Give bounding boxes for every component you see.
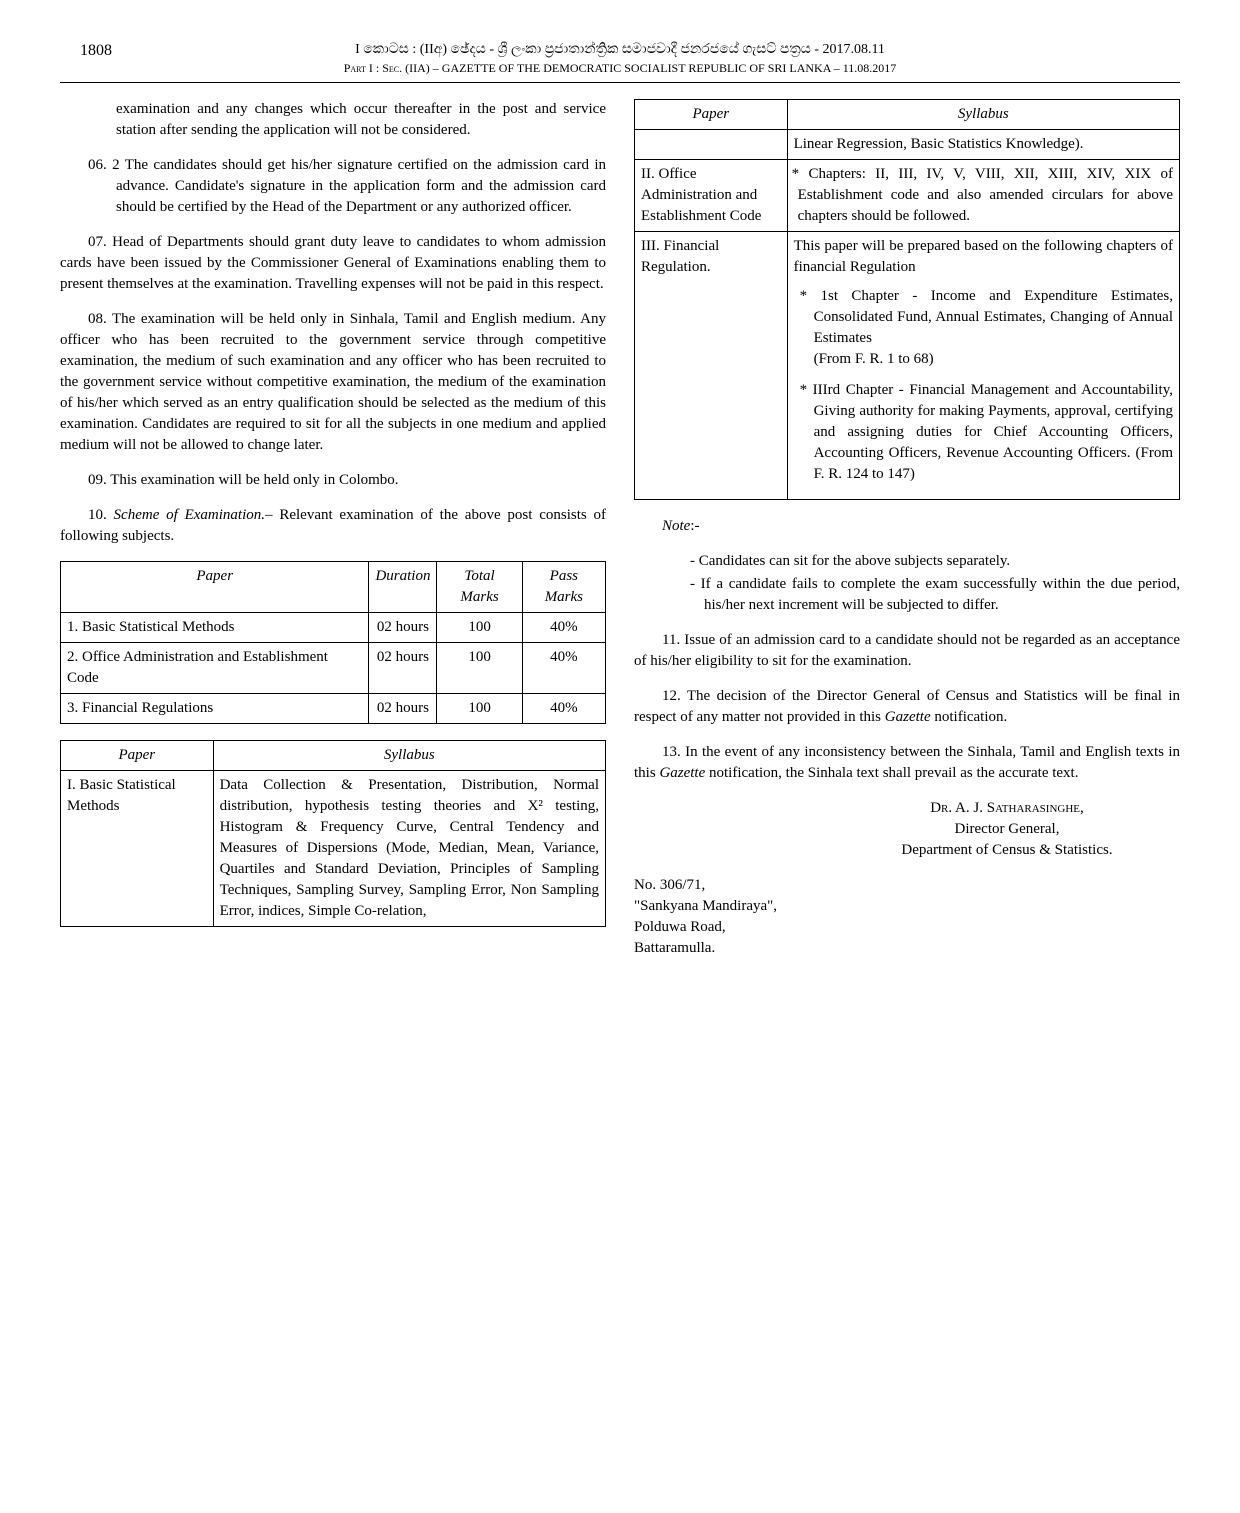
fr-bullet-2: * IIIrd Chapter - Financial Management a…	[794, 380, 1173, 485]
note-label-text: Note	[662, 518, 690, 534]
cell: 02 hours	[369, 613, 437, 643]
page-number: 1808	[80, 40, 112, 62]
note-list: - Candidates can sit for the above subje…	[690, 551, 1180, 616]
header-line-sinhala: I කොටස : (IIඅ) ඡේදය - ශ්‍රී ලංකා ප්‍රජාත…	[60, 40, 1180, 60]
cell: 40%	[522, 613, 605, 643]
th-paper: Paper	[61, 741, 214, 771]
table-row: 3. Financial Regulations 02 hours 100 40…	[61, 694, 606, 724]
fr-intro: This paper will be prepared based on the…	[794, 236, 1173, 278]
left-column: examination and any changes which occur …	[60, 99, 606, 959]
note-label: Note:-	[634, 516, 1180, 537]
cell: 100	[437, 643, 522, 694]
sig-name: Dr. A. J. Satharasinghe,	[834, 798, 1180, 819]
addr-line: "Sankyana Mandiraya",	[634, 896, 1180, 917]
th-duration: Duration	[369, 562, 437, 613]
cell: 2. Office Administration and Establishme…	[61, 643, 369, 694]
table-row: 1. Basic Statistical Methods 02 hours 10…	[61, 613, 606, 643]
sig-dept: Department of Census & Statistics.	[834, 840, 1180, 861]
cell: 3. Financial Regulations	[61, 694, 369, 724]
th-syllabus: Syllabus	[787, 100, 1179, 130]
fr-bullet-1-text: * 1st Chapter - Income and Expenditure E…	[800, 288, 1173, 346]
cell: 02 hours	[369, 643, 437, 694]
th-total: Total Marks	[437, 562, 522, 613]
table-row: II. Office Administration and Establishm…	[635, 160, 1180, 232]
table-row: Linear Regression, Basic Statistics Know…	[635, 130, 1180, 160]
cell-paper	[635, 130, 788, 160]
addr-line: Battaramulla.	[634, 938, 1180, 959]
para-10: 10. Scheme of Examination.– Relevant exa…	[60, 505, 606, 547]
fr-bullet-1b: (From F. R. 1 to 68)	[814, 351, 934, 367]
para-13-b: notification, the Sinhala text shall pre…	[705, 765, 1078, 781]
para-11: 11. Issue of an admission card to a cand…	[634, 630, 1180, 672]
para-10-italic: Scheme of Examination.	[114, 507, 265, 523]
cell: 100	[437, 694, 522, 724]
cell: 40%	[522, 643, 605, 694]
th-pass: Pass Marks	[522, 562, 605, 613]
table-row: I. Basic Statistical Methods Data Collec…	[61, 771, 606, 927]
th-syllabus: Syllabus	[213, 741, 605, 771]
exam-scheme-table: Paper Duration Total Marks Pass Marks 1.…	[60, 561, 606, 724]
cell-syllabus: * Chapters: II, III, IV, V, VIII, XII, X…	[787, 160, 1179, 232]
syllabus-table-left: Paper Syllabus I. Basic Statistical Meth…	[60, 740, 606, 927]
para-12-i: Gazette	[885, 709, 931, 725]
cell: 40%	[522, 694, 605, 724]
th-paper: Paper	[635, 100, 788, 130]
note-item: - Candidates can sit for the above subje…	[690, 551, 1180, 572]
addr-line: Polduwa Road,	[634, 917, 1180, 938]
cell-syllabus: This paper will be prepared based on the…	[787, 232, 1179, 500]
page-header: I කොටස : (IIඅ) ඡේදය - ශ්‍රී ලංකා ප්‍රජාත…	[60, 40, 1180, 76]
para-12: 12. The decision of the Director General…	[634, 686, 1180, 728]
para-07: 07. Head of Departments should grant dut…	[60, 232, 606, 295]
cell-paper: III. Financial Regulation.	[635, 232, 788, 500]
syllabus-table-right: Paper Syllabus Linear Regression, Basic …	[634, 99, 1180, 500]
sig-title: Director General,	[834, 819, 1180, 840]
two-column-layout: examination and any changes which occur …	[60, 99, 1180, 959]
cell: 1. Basic Statistical Methods	[61, 613, 369, 643]
cell-paper: I. Basic Statistical Methods	[61, 771, 214, 927]
para-06-2: 06. 2 The candidates should get his/her …	[60, 155, 606, 218]
cell-syllabus-cont: Linear Regression, Basic Statistics Know…	[787, 130, 1179, 160]
cell-syllabus: Data Collection & Presentation, Distribu…	[213, 771, 605, 927]
cell: 100	[437, 613, 522, 643]
para-09: 09. This examination will be held only i…	[60, 470, 606, 491]
para-fragment: examination and any changes which occur …	[60, 99, 606, 141]
header-rule	[60, 82, 1180, 83]
para-08: 08. The examination will be held only in…	[60, 309, 606, 456]
para-12-b: notification.	[931, 709, 1008, 725]
signature-block: Dr. A. J. Satharasinghe, Director Genera…	[834, 798, 1180, 861]
para-13: 13. In the event of any inconsistency be…	[634, 742, 1180, 784]
para-10-num: 10.	[88, 507, 114, 523]
fr-bullet-1: * 1st Chapter - Income and Expenditure E…	[794, 286, 1173, 370]
table-row: 2. Office Administration and Establishme…	[61, 643, 606, 694]
th-paper: Paper	[61, 562, 369, 613]
cell-paper: II. Office Administration and Establishm…	[635, 160, 788, 232]
right-column: Paper Syllabus Linear Regression, Basic …	[634, 99, 1180, 959]
addr-line: No. 306/71,	[634, 875, 1180, 896]
table-row: III. Financial Regulation. This paper wi…	[635, 232, 1180, 500]
para-13-i: Gazette	[659, 765, 705, 781]
cell: 02 hours	[369, 694, 437, 724]
note-item: - If a candidate fails to complete the e…	[690, 574, 1180, 616]
header-line-english: Part I : Sec. (IIA) – GAZETTE OF THE DEM…	[60, 60, 1180, 77]
